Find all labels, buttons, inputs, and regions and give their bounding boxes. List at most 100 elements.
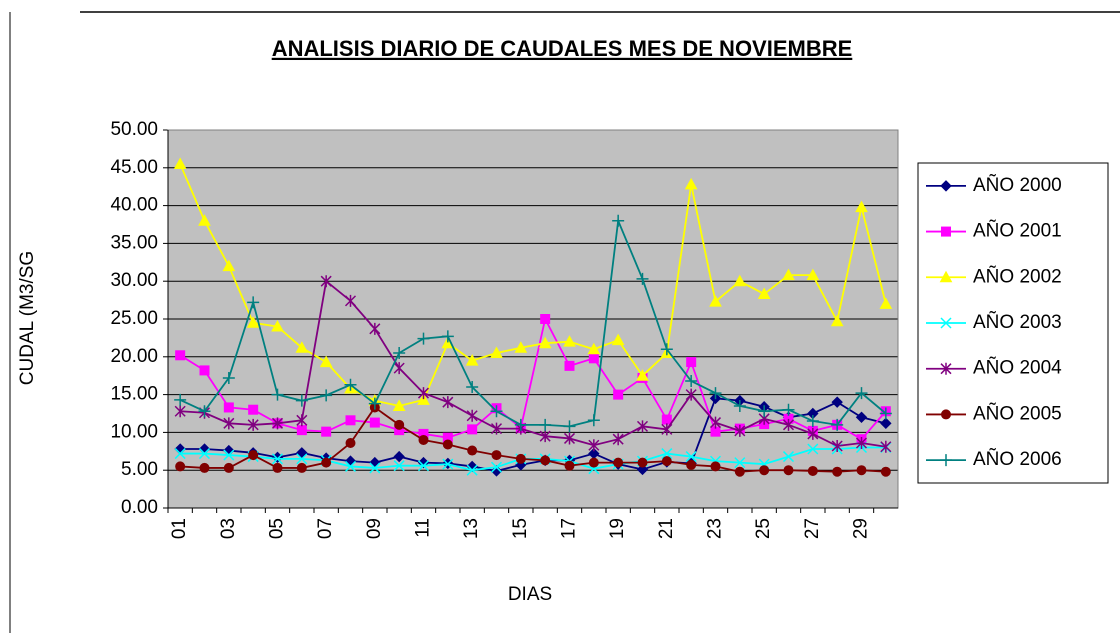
marker xyxy=(320,389,333,402)
marker xyxy=(442,458,454,470)
marker xyxy=(296,414,308,427)
y-tick-label: 35.00 xyxy=(110,232,158,253)
marker xyxy=(272,462,283,473)
marker xyxy=(490,346,503,359)
x-tick-label: 01 xyxy=(169,518,190,539)
marker xyxy=(539,418,552,431)
marker xyxy=(807,465,818,476)
chart-title: ANALISIS DIARIO DE CAUDALES MES DE NOVIE… xyxy=(272,36,853,61)
marker xyxy=(685,388,697,401)
marker xyxy=(660,343,673,356)
marker xyxy=(709,416,722,429)
marker xyxy=(757,287,771,300)
y-tick-label: 40.00 xyxy=(110,195,158,216)
x-tick-label: 15 xyxy=(510,518,531,539)
marker xyxy=(939,270,953,283)
marker xyxy=(611,333,625,346)
marker xyxy=(759,465,770,476)
marker xyxy=(684,177,698,190)
x-tick-label: 25 xyxy=(753,518,774,539)
marker xyxy=(661,456,672,467)
marker xyxy=(782,268,795,281)
marker xyxy=(686,357,697,368)
marker xyxy=(271,453,284,465)
marker xyxy=(612,433,624,446)
marker xyxy=(466,464,478,476)
y-tick-label: 50.00 xyxy=(110,119,158,140)
marker xyxy=(564,360,575,371)
series-line xyxy=(179,163,887,407)
y-tick-label: 15.00 xyxy=(110,384,158,405)
marker xyxy=(199,365,210,376)
y-tick-label: 25.00 xyxy=(110,308,158,329)
x-tick-label: 27 xyxy=(802,518,823,539)
marker xyxy=(941,409,951,420)
marker xyxy=(418,434,429,445)
marker xyxy=(345,415,356,426)
marker xyxy=(856,465,867,476)
marker xyxy=(855,200,868,213)
marker xyxy=(223,417,235,430)
marker xyxy=(514,418,527,431)
legend-label: AÑO 2006 xyxy=(973,448,1062,470)
marker xyxy=(855,387,868,400)
marker xyxy=(783,465,794,476)
x-tick-label: 09 xyxy=(364,518,385,539)
marker xyxy=(879,407,892,420)
marker xyxy=(587,342,601,355)
marker xyxy=(709,387,722,400)
marker xyxy=(369,417,380,428)
marker xyxy=(175,350,186,361)
marker xyxy=(831,418,844,431)
legend-label: AÑO 2003 xyxy=(973,311,1062,333)
marker xyxy=(636,272,649,285)
marker xyxy=(466,381,479,394)
y-tick-label: 20.00 xyxy=(110,346,158,367)
marker xyxy=(806,415,819,428)
marker xyxy=(248,404,259,415)
marker xyxy=(296,462,307,473)
marker xyxy=(442,439,453,450)
marker xyxy=(320,275,332,288)
marker xyxy=(442,396,454,409)
marker xyxy=(173,157,187,170)
marker xyxy=(344,294,357,307)
marker xyxy=(490,422,503,435)
marker xyxy=(782,418,795,431)
marker xyxy=(636,420,649,433)
marker xyxy=(393,460,405,472)
marker xyxy=(782,403,795,416)
marker xyxy=(855,436,868,449)
marker xyxy=(321,426,332,437)
marker xyxy=(345,437,356,448)
marker xyxy=(564,460,575,471)
y-tick-label: 30.00 xyxy=(110,270,158,291)
marker xyxy=(830,314,844,327)
legend-label: AÑO 2004 xyxy=(973,357,1062,379)
marker xyxy=(661,423,673,436)
marker xyxy=(344,378,357,391)
marker xyxy=(613,389,624,400)
marker xyxy=(490,465,503,477)
marker xyxy=(198,214,211,226)
x-tick-label: 11 xyxy=(413,518,434,538)
x-tick-label: 29 xyxy=(851,518,872,539)
marker xyxy=(734,424,746,437)
marker xyxy=(940,317,952,329)
marker xyxy=(880,440,892,453)
x-tick-label: 07 xyxy=(315,518,336,539)
marker xyxy=(441,330,454,343)
marker xyxy=(198,448,211,460)
marker xyxy=(661,414,672,425)
marker xyxy=(295,341,309,353)
x-tick-label: 23 xyxy=(705,518,726,539)
marker xyxy=(417,460,430,472)
marker xyxy=(394,419,405,430)
marker xyxy=(540,314,551,324)
marker xyxy=(686,459,697,470)
legend-label: AÑO 2005 xyxy=(973,402,1062,424)
x-tick-label: 05 xyxy=(267,518,288,539)
marker xyxy=(880,417,892,430)
marker xyxy=(880,466,891,477)
marker xyxy=(467,445,478,456)
